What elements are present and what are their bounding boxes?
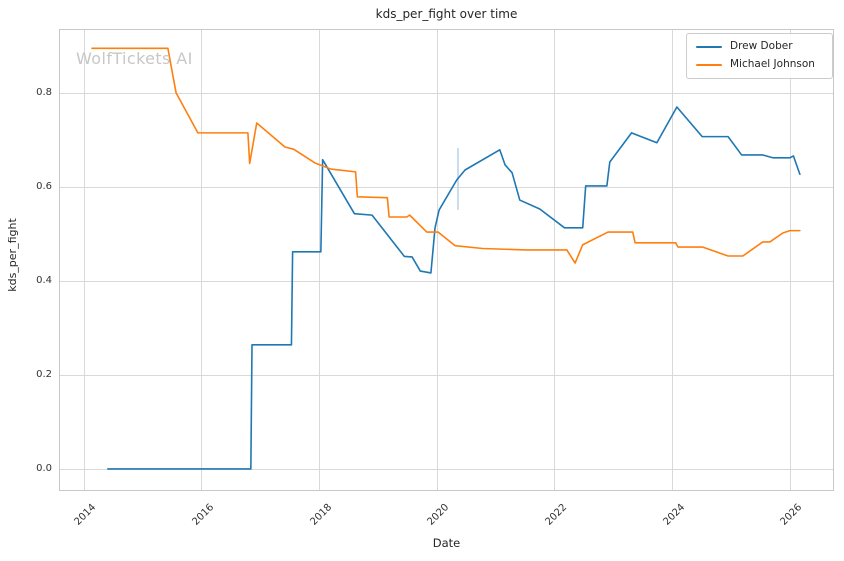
series-line-michael-johnson <box>91 47 801 264</box>
legend-item-michael-johnson: Michael Johnson <box>696 59 823 70</box>
y-axis-label: kds_per_fight <box>6 218 19 292</box>
plot-border <box>59 29 834 491</box>
x-axis-label: Date <box>432 536 461 550</box>
legend-line-sample-michael-johnson <box>696 63 722 66</box>
y-tick-label-0.0: 0.0 <box>36 462 52 474</box>
y-tick-label-0.2: 0.2 <box>36 368 52 380</box>
watermark: WolfTickets AI <box>76 49 193 68</box>
y-tick-label-0.8: 0.8 <box>36 86 52 98</box>
legend-label-drew-dober: Drew Dober <box>730 40 793 52</box>
legend-line-sample-drew-dober <box>696 45 722 48</box>
series-line-drew-dober <box>107 106 801 470</box>
legend-item-drew-dober: Drew Dober <box>696 41 823 52</box>
chart-title: kds_per_fight over time <box>375 7 518 21</box>
legend: Drew Dober Michael Johnson <box>686 33 833 79</box>
y-tick-label-0.6: 0.6 <box>36 180 52 192</box>
y-tick-label-0.4: 0.4 <box>36 274 52 286</box>
legend-label-michael-johnson: Michael Johnson <box>730 58 815 70</box>
